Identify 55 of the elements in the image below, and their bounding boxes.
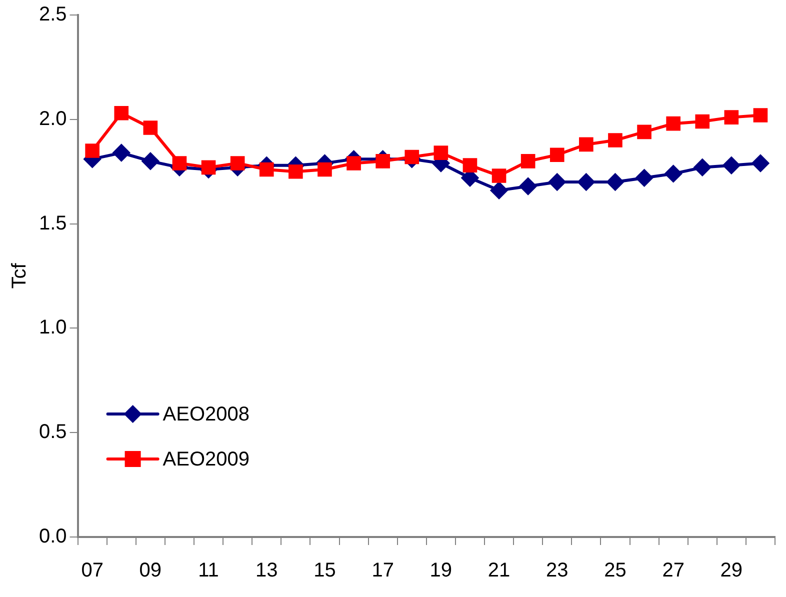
y-tick-label: 2.5 <box>38 4 67 26</box>
point <box>288 164 303 179</box>
point <box>520 178 537 195</box>
x-tick-label: 25 <box>604 560 626 582</box>
x-tick-label: 11 <box>198 560 219 582</box>
point <box>318 162 332 177</box>
point <box>490 182 508 199</box>
point <box>579 137 594 152</box>
x-tick-label: 07 <box>81 560 104 582</box>
point <box>259 162 274 177</box>
point <box>578 174 595 191</box>
x-tick-label: 19 <box>430 560 452 582</box>
point <box>404 150 420 164</box>
x-tick-label: 21 <box>488 560 510 582</box>
x-tick-label: 23 <box>546 560 568 582</box>
point <box>608 133 622 148</box>
x-tick-label: 27 <box>662 560 684 582</box>
point <box>434 146 448 160</box>
point <box>492 168 506 183</box>
legend-label: AEO2008 <box>162 404 250 426</box>
y-tick-label: 1.0 <box>38 316 67 339</box>
point <box>548 174 566 191</box>
y-tick-label: 1.5 <box>38 212 67 234</box>
point <box>114 106 129 120</box>
y-tick-label: 0.0 <box>38 526 67 548</box>
x-tick-label: 09 <box>139 560 162 582</box>
point <box>143 120 158 135</box>
x-tick-label: 29 <box>720 560 743 582</box>
point <box>346 156 361 170</box>
point <box>85 144 100 158</box>
y-axis-title: Tcf <box>8 262 31 289</box>
point <box>694 158 711 176</box>
point <box>724 110 739 124</box>
point <box>664 165 682 182</box>
y-tick-label: 0.5 <box>38 421 67 444</box>
point <box>606 174 624 191</box>
point <box>753 108 768 122</box>
point <box>142 152 159 170</box>
point <box>695 114 710 129</box>
point <box>112 144 130 162</box>
point <box>752 154 769 172</box>
x-tick-label: 13 <box>256 560 278 582</box>
point <box>462 158 478 172</box>
point <box>637 124 652 140</box>
point <box>520 154 536 168</box>
x-tick-label: 15 <box>314 560 336 582</box>
legend-label: AEO2009 <box>162 448 250 471</box>
x-tick-label: 17 <box>372 560 394 582</box>
y-tick-label: 2.0 <box>38 108 67 130</box>
point <box>172 156 187 170</box>
point <box>230 156 245 170</box>
point <box>722 156 740 174</box>
point <box>666 116 680 131</box>
point <box>636 169 653 186</box>
point <box>550 148 564 162</box>
